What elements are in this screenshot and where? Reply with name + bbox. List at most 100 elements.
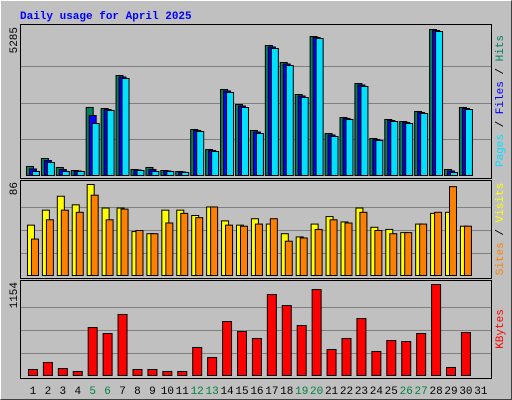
x-tick-label: 18: [280, 386, 293, 398]
bar: [151, 170, 160, 176]
bar: [207, 357, 218, 377]
legend-separator: /: [495, 61, 507, 81]
bar: [240, 106, 249, 176]
bar: [374, 230, 383, 276]
bar: [285, 65, 294, 176]
x-tick-label: 12: [191, 386, 204, 398]
bar: [416, 333, 427, 376]
legend-entry: Pages: [495, 134, 507, 167]
x-tick-label: 14: [220, 386, 234, 398]
bar: [136, 169, 145, 176]
x-tick-label: 16: [250, 386, 263, 398]
bar: [386, 340, 397, 377]
bar: [57, 368, 68, 377]
x-tick-label: 1: [30, 386, 37, 398]
bar: [450, 171, 459, 177]
bar: [390, 121, 399, 176]
bar: [72, 370, 83, 377]
legend-entry: KBytes: [495, 309, 507, 349]
bar: [315, 38, 324, 177]
bar: [31, 170, 40, 176]
legend-separator: /: [495, 114, 507, 134]
x-tick-label: 11: [176, 386, 190, 398]
bar: [181, 171, 190, 177]
x-tick-label: 3: [60, 386, 67, 398]
bar: [254, 223, 263, 276]
x-tick-label: 23: [355, 386, 368, 398]
x-tick-label: 13: [206, 386, 219, 398]
x-tick-label: 15: [235, 386, 248, 398]
legend: Sites / Visits: [495, 183, 507, 275]
bar: [284, 240, 293, 277]
x-tick-label: 30: [459, 386, 472, 398]
x-tick-label: 25: [385, 386, 398, 398]
bar: [405, 123, 414, 176]
y-tick-label: 1154: [9, 282, 21, 309]
bar: [344, 222, 353, 276]
bar: [341, 337, 352, 376]
bar: [446, 366, 457, 376]
bar: [27, 368, 38, 377]
bar: [177, 370, 188, 377]
bar: [314, 228, 323, 277]
bar: [359, 211, 368, 276]
x-tick-label: 9: [149, 386, 156, 398]
bar: [389, 233, 398, 277]
bar: [76, 170, 85, 176]
x-tick-label: 19: [295, 386, 308, 398]
bar: [460, 331, 471, 377]
legend-entry: Visits: [495, 183, 507, 223]
bar: [196, 130, 205, 177]
bar: [431, 284, 442, 376]
bar: [419, 223, 428, 276]
bar: [150, 233, 159, 277]
bar: [46, 162, 55, 177]
x-tick-label: 5: [89, 386, 96, 398]
legend: KBytes: [495, 309, 507, 349]
legend-entry: Sites: [495, 242, 507, 275]
bar: [102, 333, 113, 376]
bar: [371, 350, 382, 376]
bar: [165, 222, 174, 276]
x-tick-label: 7: [119, 386, 126, 398]
bar: [270, 47, 279, 176]
bar: [435, 31, 444, 176]
bar: [147, 368, 158, 377]
chart-title: Daily usage for April 2025: [20, 11, 192, 23]
bar: [464, 108, 473, 176]
bar: [239, 225, 248, 276]
bar: [225, 224, 234, 277]
legend-entry: Files: [495, 81, 507, 114]
bar: [121, 78, 130, 176]
bar: [117, 313, 128, 377]
bar: [266, 294, 277, 377]
bar: [61, 170, 70, 176]
bar: [311, 289, 322, 376]
x-tick-label: 21: [325, 386, 339, 398]
x-tick-label: 4: [74, 386, 81, 398]
bar: [255, 132, 264, 176]
x-tick-label: 6: [104, 386, 111, 398]
bar: [210, 206, 219, 276]
bar: [463, 225, 472, 276]
bar: [404, 232, 413, 277]
bar: [296, 324, 307, 377]
bar: [105, 219, 114, 276]
bar: [330, 136, 339, 177]
bar: [236, 331, 247, 377]
bar: [91, 123, 100, 176]
x-tick-label: 10: [161, 386, 174, 398]
bar: [120, 208, 129, 276]
bar: [269, 218, 278, 276]
legend-entry: Hits: [495, 35, 507, 61]
bar: [30, 238, 39, 276]
x-tick-label: 2: [45, 386, 52, 398]
bar: [299, 237, 308, 276]
bar: [449, 186, 458, 277]
bar: [356, 318, 367, 376]
bar: [90, 194, 99, 276]
x-tick-label: 27: [415, 386, 428, 398]
bar: [192, 346, 203, 376]
x-tick-label: 20: [310, 386, 323, 398]
